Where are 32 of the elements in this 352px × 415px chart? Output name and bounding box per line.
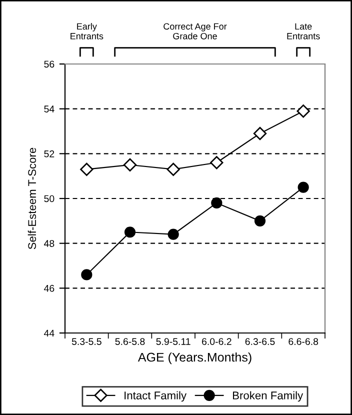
y-tick-label: 52 bbox=[44, 150, 54, 158]
x-tick-label: 6.6-6.8 bbox=[288, 338, 318, 345]
x-tick-label: 5.6-5.8 bbox=[115, 338, 145, 345]
legend-label: Intact Family bbox=[124, 391, 187, 402]
point bbox=[211, 197, 222, 209]
text: Late Entrants bbox=[287, 23, 320, 40]
legend-label: Broken Family bbox=[233, 391, 304, 402]
point bbox=[168, 228, 179, 240]
point bbox=[254, 215, 266, 226]
y-tick-label: 56 bbox=[44, 60, 54, 68]
x-tick-label: 6.3-6.5 bbox=[245, 338, 275, 345]
point bbox=[123, 158, 137, 172]
point bbox=[296, 104, 310, 118]
x-tick-label: 5.9-5.11 bbox=[156, 338, 190, 345]
y-tick-label: 50 bbox=[44, 195, 54, 202]
point bbox=[81, 269, 92, 280]
y-tick-label: 54 bbox=[44, 106, 54, 112]
x-tick-label: 5.3-5.5 bbox=[72, 338, 102, 345]
text: Correct Age For Grade One bbox=[164, 23, 227, 40]
x-tick-label: 6.0-6.2 bbox=[202, 338, 232, 345]
point bbox=[298, 182, 309, 193]
y-axis-title: Self-Esteem T-Score bbox=[28, 148, 36, 250]
y-tick-label: 44 bbox=[44, 330, 54, 337]
point bbox=[210, 156, 224, 170]
point bbox=[124, 226, 136, 238]
point bbox=[80, 162, 94, 176]
point bbox=[253, 126, 267, 140]
point bbox=[166, 162, 180, 176]
x-axis-title: AGE (Years.Months) bbox=[138, 352, 252, 364]
y-tick-label: 46 bbox=[44, 284, 54, 292]
y-tick-label: 48 bbox=[44, 240, 54, 247]
text: Early Entrants bbox=[70, 22, 104, 40]
